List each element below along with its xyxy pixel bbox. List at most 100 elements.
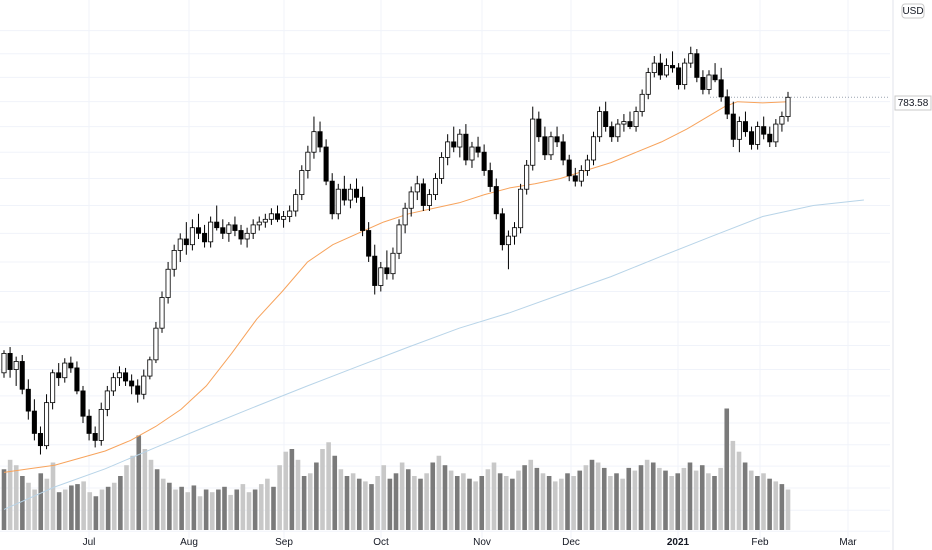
candle-body xyxy=(524,164,530,190)
candle-body xyxy=(736,121,742,140)
volume-bar xyxy=(595,462,601,530)
candle-body xyxy=(597,111,603,138)
price-axis[interactable] xyxy=(892,0,932,550)
volume-bar xyxy=(638,465,644,530)
candle-body xyxy=(238,230,244,240)
volume-bar xyxy=(344,476,350,530)
candle-body xyxy=(347,188,353,201)
volume-bar xyxy=(430,462,436,530)
volume-bar xyxy=(338,469,344,530)
x-tick-label: 2021 xyxy=(667,537,690,548)
ma-long-line xyxy=(3,199,864,510)
candle-body xyxy=(37,433,43,447)
volume-bar xyxy=(730,440,736,530)
volume-bar xyxy=(761,473,766,530)
volume-bar xyxy=(62,489,68,530)
candle-body xyxy=(80,390,86,417)
volume-bar xyxy=(405,469,411,530)
volume-bar xyxy=(32,489,37,530)
volume-bar xyxy=(44,478,50,530)
volume-bar xyxy=(663,470,668,530)
volume-bar xyxy=(399,462,405,530)
volume-bar xyxy=(332,455,338,530)
candles xyxy=(1,46,791,455)
candle-body xyxy=(281,216,287,220)
candle-body xyxy=(481,151,487,171)
candle-body xyxy=(189,227,195,246)
volume-bar xyxy=(130,455,135,530)
svg-text:USD: USD xyxy=(902,6,923,17)
volume-bar xyxy=(767,478,772,530)
volume-bar xyxy=(675,473,681,530)
volume-bar xyxy=(571,476,576,530)
candle-body xyxy=(773,123,779,143)
candle-body xyxy=(214,221,220,229)
volume-bar xyxy=(442,465,448,530)
currency-badge[interactable]: USD xyxy=(901,3,925,19)
candle-body xyxy=(372,255,378,286)
x-tick-label: Mar xyxy=(839,537,857,548)
x-tick-label: Sep xyxy=(275,537,293,548)
candle-body xyxy=(712,74,718,81)
candle-body xyxy=(621,121,627,125)
volume-bar xyxy=(271,486,276,530)
candle-body xyxy=(1,353,7,374)
volume-bar xyxy=(185,492,191,530)
x-tick-label: Jul xyxy=(83,537,96,548)
candle-body xyxy=(639,93,645,112)
volume-bar xyxy=(56,492,62,530)
volume-bar xyxy=(154,469,160,530)
volume-bar xyxy=(589,459,595,530)
volume-bar xyxy=(179,486,184,530)
candle-body xyxy=(208,221,214,243)
candle-body xyxy=(536,118,542,138)
volume-bar xyxy=(363,481,368,530)
volume-bar xyxy=(779,484,785,530)
candle-body xyxy=(299,170,305,196)
volume-bar xyxy=(1,469,7,530)
candle-body xyxy=(226,224,232,234)
candle-body xyxy=(505,235,511,246)
candle-body xyxy=(651,62,657,74)
volume-bar xyxy=(314,462,319,530)
candle-body xyxy=(25,388,31,412)
candle-body xyxy=(609,126,615,138)
volume-bar xyxy=(748,470,754,530)
volume-bar xyxy=(381,465,387,530)
volume-bar xyxy=(516,470,521,530)
volume-bar xyxy=(473,481,478,530)
candle-body xyxy=(129,380,135,387)
volume-bar xyxy=(583,465,589,530)
candle-body xyxy=(742,121,748,133)
volume-bar xyxy=(320,449,325,530)
candle-body xyxy=(761,126,767,135)
volume-bar xyxy=(295,459,301,530)
candle-body xyxy=(463,133,469,161)
volume-bar xyxy=(785,489,791,530)
volume-bar xyxy=(644,459,650,530)
candle-body xyxy=(244,232,250,240)
candle-body xyxy=(420,183,426,206)
candle-body xyxy=(68,362,74,369)
candle-body xyxy=(159,297,165,329)
candle-body xyxy=(360,196,366,231)
volume-bar xyxy=(375,476,380,530)
volume-bar xyxy=(650,462,656,530)
volume-bar xyxy=(160,478,166,530)
volume-bar xyxy=(632,470,638,530)
volume-bar xyxy=(718,467,723,530)
candle-body xyxy=(426,194,432,206)
candle-body xyxy=(323,146,329,182)
volume-bar xyxy=(552,481,558,530)
candle-body xyxy=(566,159,572,177)
volume-bar xyxy=(277,465,282,530)
candle-body xyxy=(548,136,554,156)
candle-body xyxy=(560,141,566,161)
volume-bar xyxy=(356,478,362,530)
candle-body xyxy=(366,230,372,257)
volume-bar xyxy=(26,482,31,530)
volume-bar xyxy=(485,469,491,530)
candle-body xyxy=(493,186,499,215)
volume-bar xyxy=(93,496,99,530)
